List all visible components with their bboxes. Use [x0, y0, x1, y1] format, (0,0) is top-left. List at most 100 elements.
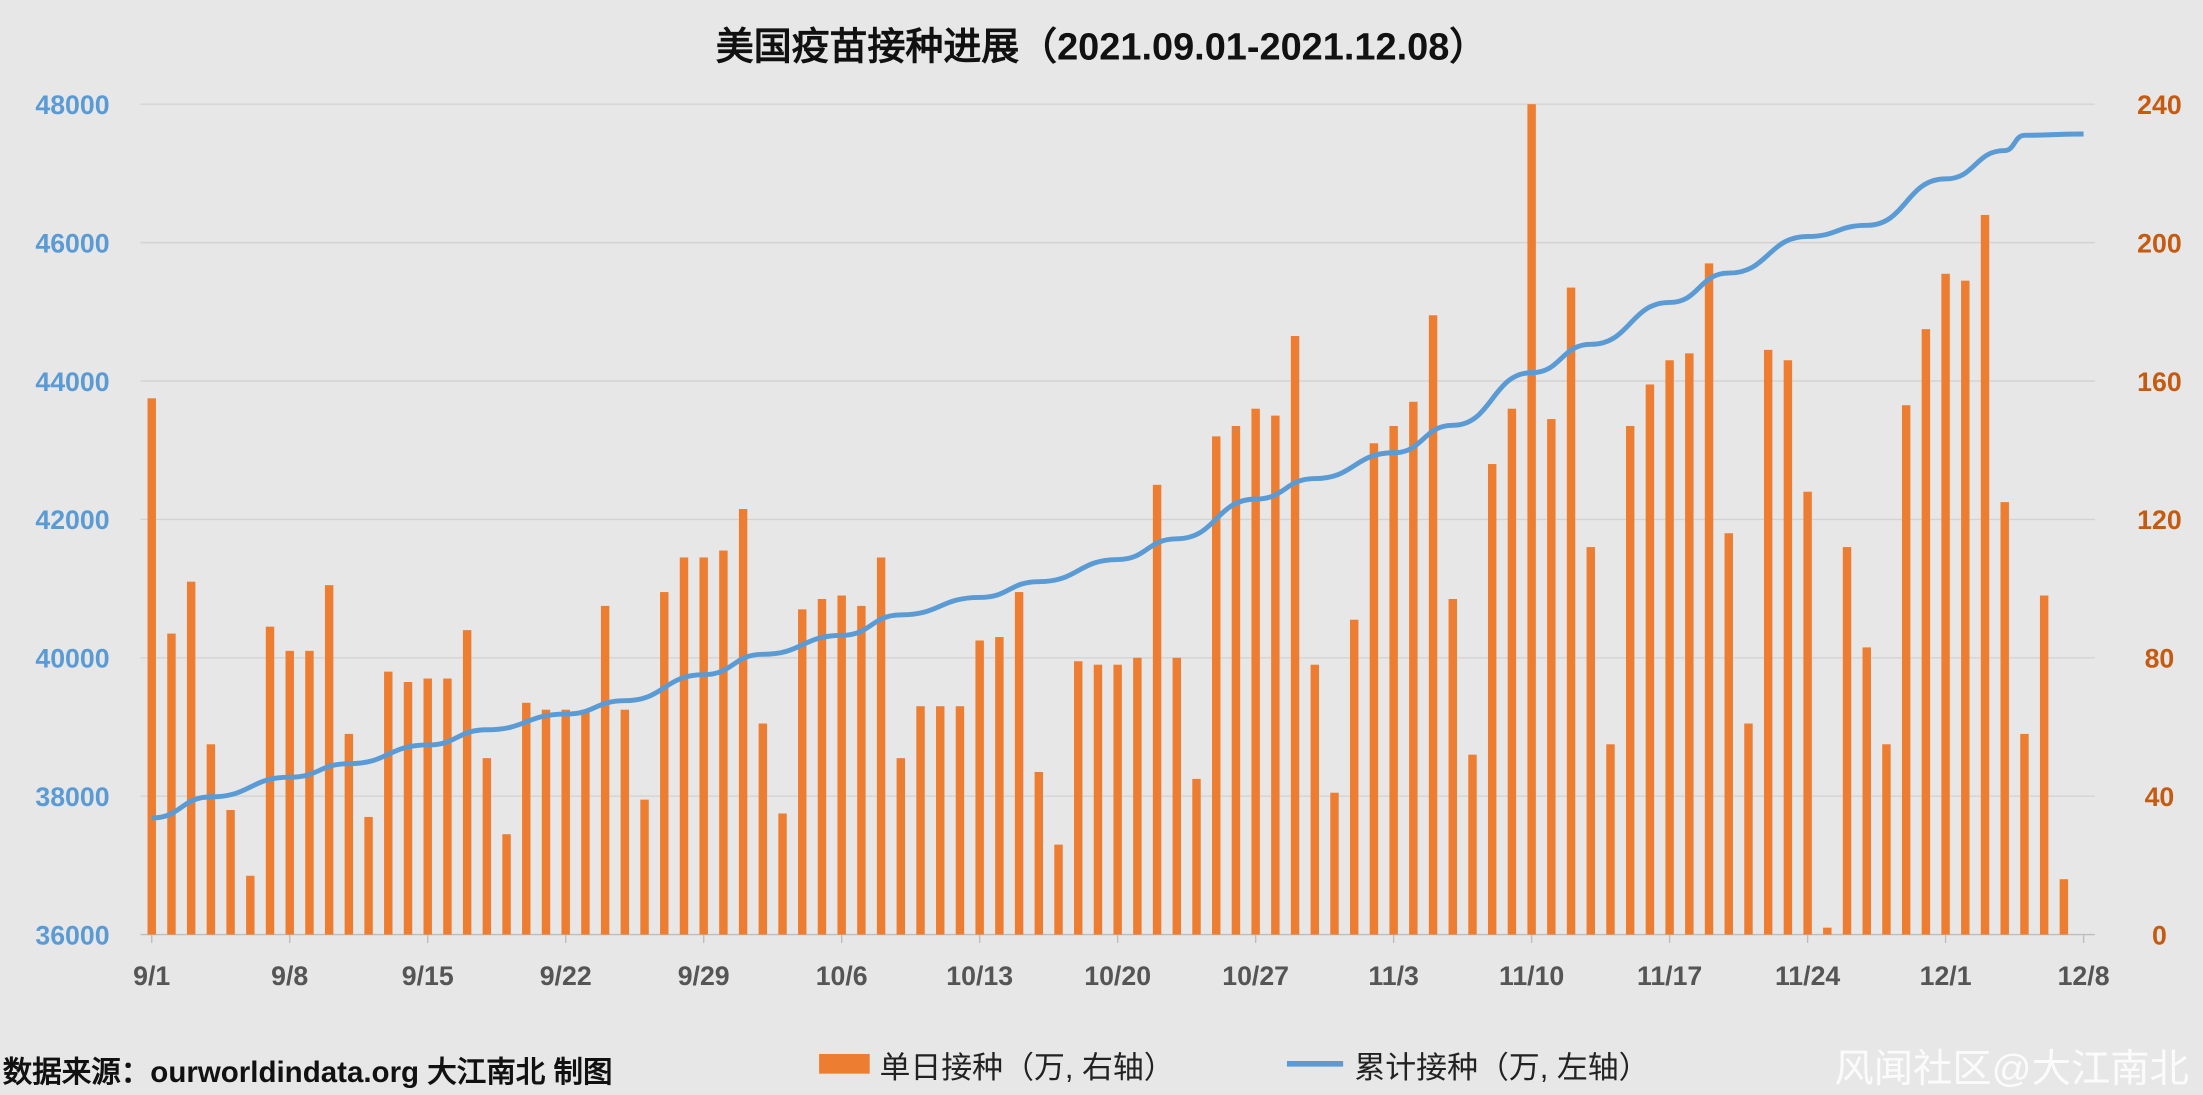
- bar-daily: [640, 799, 649, 935]
- x-axis-ticks: 9/1 9/8 9/15 9/22 9/29 10/6 10/13 10/20 10/27 11/…: [133, 961, 2110, 991]
- bar-daily: [1625, 425, 1635, 935]
- bar-daily: [660, 592, 669, 935]
- x-tick-label: 9/22: [540, 961, 592, 991]
- bar-daily: [1763, 349, 1773, 935]
- bar-daily: [1566, 287, 1576, 935]
- bar-daily: [1113, 664, 1122, 935]
- bar-daily: [2039, 595, 2049, 935]
- bar-daily: [1330, 792, 1339, 935]
- bar-daily: [561, 709, 570, 935]
- x-tick-label: 9/29: [678, 961, 730, 991]
- bar-daily: [817, 598, 827, 935]
- bar-daily: [620, 709, 630, 935]
- bar-daily: [443, 678, 452, 935]
- x-tick-label: 11/17: [1637, 961, 1702, 991]
- bar-daily: [758, 723, 768, 935]
- bar-daily: [1290, 336, 1300, 935]
- x-tick-label: 10/20: [1084, 961, 1151, 991]
- bar-daily: [1685, 353, 1694, 935]
- bar-daily: [1901, 405, 1911, 935]
- bar-daily: [1389, 425, 1398, 935]
- bar-daily: [1093, 664, 1103, 935]
- bar-daily: [1606, 744, 1615, 935]
- bar-daily: [1074, 661, 1083, 935]
- bar-daily: [1448, 598, 1457, 935]
- bar-daily: [1704, 263, 1714, 935]
- x-tick-label: 12/1: [1920, 961, 1972, 991]
- bar-daily: [1133, 657, 1142, 935]
- watermark: 风闻社区@大江南北: [1834, 1047, 2189, 1091]
- x-tick-label: 11/3: [1368, 961, 1418, 991]
- bar-daily: [837, 595, 846, 935]
- source-note: 数据来源：ourworldindata.org 大江南北 制图: [3, 1056, 613, 1089]
- bar-daily: [699, 557, 708, 935]
- x-tick-label: 10/6: [816, 961, 868, 991]
- bar-daily: [738, 509, 748, 935]
- bar-daily: [1212, 436, 1221, 935]
- x-tick-label: 10/13: [946, 961, 1013, 991]
- bar-daily: [798, 609, 807, 935]
- bar-daily: [679, 557, 689, 935]
- left-axis-ticks: 36000 38000 40000 42000 44000 46000 48000: [35, 90, 109, 950]
- bar-daily: [305, 650, 314, 935]
- legend-swatch-bar: [819, 1053, 870, 1074]
- bar-daily: [975, 640, 984, 935]
- bar-daily: [186, 581, 196, 935]
- bar-daily: [167, 633, 176, 935]
- bar-daily: [1369, 443, 1379, 935]
- bar-daily: [1586, 547, 1595, 935]
- bar-daily: [1428, 315, 1438, 935]
- bar-daily: [936, 706, 945, 935]
- bar-daily: [600, 605, 610, 935]
- bar-daily: [1842, 547, 1852, 935]
- bar-daily: [995, 637, 1004, 935]
- bar-daily: [1468, 754, 1477, 935]
- bar-daily: [147, 398, 156, 935]
- bar-daily: [1409, 401, 1418, 935]
- bar-daily: [384, 671, 393, 935]
- x-tick-label: 9/8: [271, 961, 308, 991]
- bar-daily: [1547, 419, 1556, 935]
- right-tick-label: 200: [2137, 228, 2182, 258]
- x-tick-label: 12/8: [2058, 961, 2110, 991]
- bar-daily: [2000, 502, 2009, 935]
- legend-label-cumulative: 累计接种（万, 左轴）: [1354, 1050, 1649, 1085]
- bar-daily: [1882, 744, 1891, 935]
- right-tick-label: 160: [2137, 367, 2182, 397]
- bar-daily: [1527, 104, 1536, 935]
- bar-daily: [541, 709, 551, 935]
- bar-daily: [324, 585, 334, 935]
- bar-daily: [522, 702, 531, 935]
- bar-daily: [1349, 619, 1359, 935]
- x-tick-label: 11/10: [1499, 961, 1564, 991]
- x-tick-label: 9/1: [133, 961, 170, 991]
- left-tick-label: 48000: [35, 90, 109, 120]
- bar-daily: [1231, 425, 1241, 935]
- bar-daily: [1034, 771, 1044, 935]
- bar-daily: [462, 630, 472, 935]
- bar-daily: [1803, 491, 1812, 935]
- right-tick-label: 40: [2145, 782, 2175, 812]
- bar-daily: [876, 557, 886, 935]
- bar-daily: [1724, 533, 1733, 935]
- bar-daily: [1310, 664, 1319, 935]
- bar-daily: [1054, 844, 1063, 935]
- bar-daily: [364, 816, 373, 935]
- bar-daily: [1271, 415, 1280, 935]
- bar-daily: [285, 650, 294, 935]
- bar-daily: [1172, 657, 1182, 935]
- bar-daily: [246, 875, 255, 935]
- bar-daily: [403, 682, 413, 935]
- bar-daily: [1665, 360, 1674, 935]
- bar-daily: [1823, 927, 1832, 935]
- bar-daily: [1744, 723, 1753, 935]
- bar-daily: [1507, 408, 1517, 935]
- chart-title: 美国疫苗接种进展（2021.09.01-2021.12.08）: [716, 26, 1487, 68]
- bar-daily: [778, 813, 787, 935]
- right-tick-label: 240: [2137, 90, 2182, 120]
- bar-daily: [1251, 408, 1260, 935]
- x-tick-label: 11/24: [1775, 961, 1840, 991]
- bar-daily: [955, 706, 965, 935]
- bar-daily: [482, 758, 492, 935]
